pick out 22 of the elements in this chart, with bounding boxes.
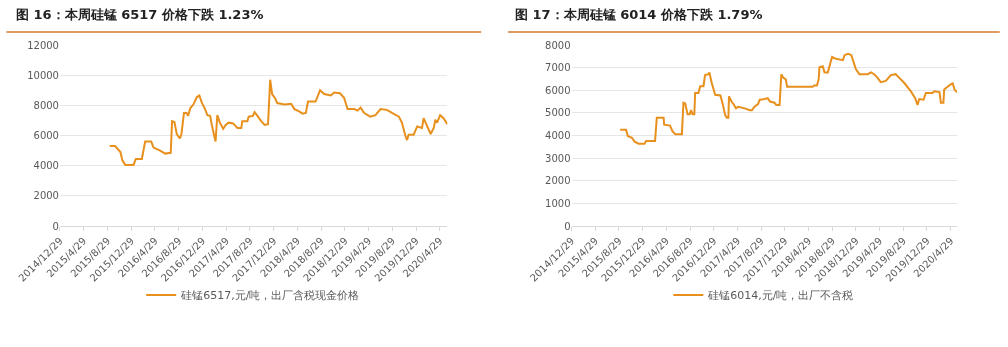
y-tick-label: 12000 [27,39,59,51]
y-tick-label: 6000 [545,84,571,96]
y-tick-label: 3000 [545,152,571,164]
line-series [108,78,448,166]
y-tick-label: 7000 [545,62,571,74]
y-tick-label: 10000 [27,69,59,81]
y-tick-label: 5000 [545,107,571,119]
y-tick-label: 2000 [545,175,571,187]
y-tick-label: 4000 [33,160,59,172]
y-tick-label: 8000 [545,39,571,51]
chart-title: 图 17：本周硅锰 6014 价格下跌 1.79% [515,7,763,22]
y-tick-label: 2000 [33,190,59,202]
y-tick-label: 0 [52,220,59,232]
y-tick-label: 0 [564,220,571,232]
y-tick-label: 6000 [33,130,59,141]
y-tick-label: 1000 [545,197,571,209]
y-tick-label: 4000 [545,130,571,141]
chart-title: 图 16：本周硅锰 6517 价格下跌 1.23% [16,7,264,22]
legend-label: 硅锰6014,元/吨，出厂不含税 [707,289,854,303]
y-tick-label: 8000 [33,99,59,111]
legend-label: 硅锰6517,元/吨，出厂含税现金价格 [180,289,360,303]
line-series [619,52,958,145]
